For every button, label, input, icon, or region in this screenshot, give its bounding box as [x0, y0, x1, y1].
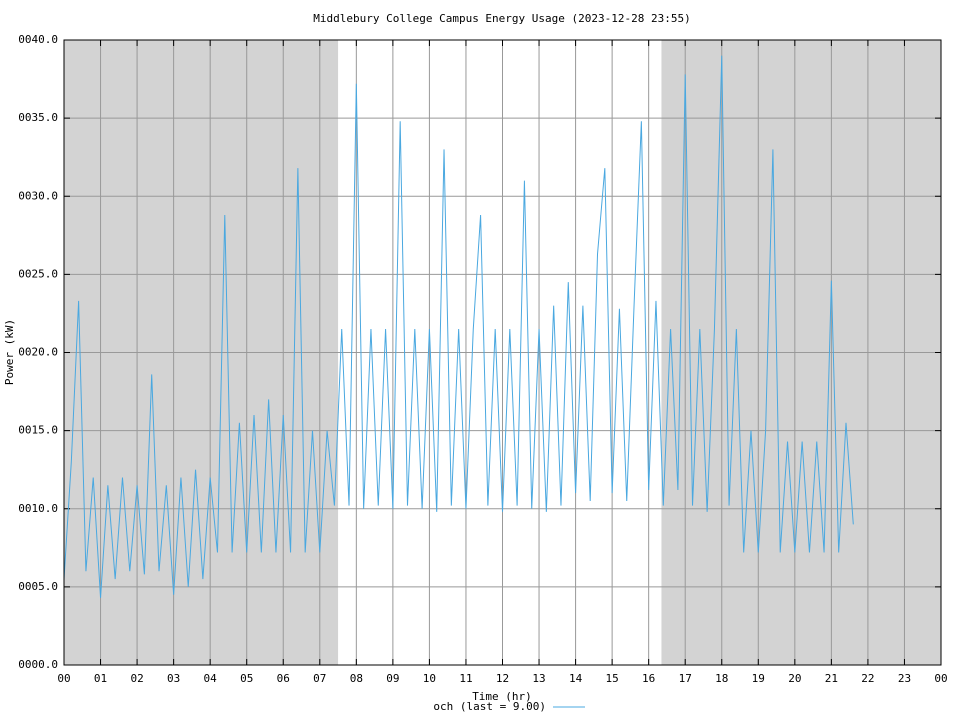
- y-tick-label: 0010.0: [18, 502, 58, 515]
- x-tick-label: 18: [715, 672, 728, 685]
- x-tick-label: 00: [57, 672, 70, 685]
- chart-title: Middlebury College Campus Energy Usage (…: [313, 12, 691, 25]
- y-tick-label: 0020.0: [18, 346, 58, 359]
- y-tick-label: 0025.0: [18, 267, 58, 280]
- y-axis-label: Power (kW): [3, 319, 16, 385]
- y-tick-label: 0015.0: [18, 424, 58, 437]
- data-line: [63, 55, 854, 598]
- x-tick-label: 22: [861, 672, 874, 685]
- x-tick-label: 03: [167, 672, 180, 685]
- y-tick-label: 0005.0: [18, 580, 58, 593]
- x-tick-label: 20: [788, 672, 801, 685]
- x-tick-label: 01: [94, 672, 107, 685]
- x-tick-label: 13: [532, 672, 545, 685]
- y-tick-label: 0030.0: [18, 189, 58, 202]
- x-tick-label: 06: [277, 672, 290, 685]
- x-tick-label: 07: [313, 672, 326, 685]
- y-tick-label: 0040.0: [18, 33, 58, 46]
- legend-label: och (last = 9.00): [433, 700, 546, 713]
- x-tick-label: 23: [898, 672, 911, 685]
- y-tick-label: 0035.0: [18, 111, 58, 124]
- x-tick-label: 21: [825, 672, 838, 685]
- x-tick-label: 12: [496, 672, 509, 685]
- x-tick-label: 04: [204, 672, 218, 685]
- x-tick-label: 02: [130, 672, 143, 685]
- x-tick-label: 15: [606, 672, 619, 685]
- x-tick-label: 11: [459, 672, 472, 685]
- plot-frame: [63, 39, 942, 666]
- y-tick-label: 0000.0: [18, 658, 58, 671]
- x-tick-label: 08: [350, 672, 363, 685]
- x-tick-label: 16: [642, 672, 655, 685]
- x-axis-label: Time (hr): [472, 690, 532, 703]
- x-tick-label: 14: [569, 672, 583, 685]
- x-tick-label: 10: [423, 672, 436, 685]
- x-tick-label: 00: [934, 672, 947, 685]
- x-tick-label: 17: [679, 672, 692, 685]
- x-tick-label: 19: [752, 672, 765, 685]
- x-tick-label: 09: [386, 672, 399, 685]
- x-tick-label: 05: [240, 672, 253, 685]
